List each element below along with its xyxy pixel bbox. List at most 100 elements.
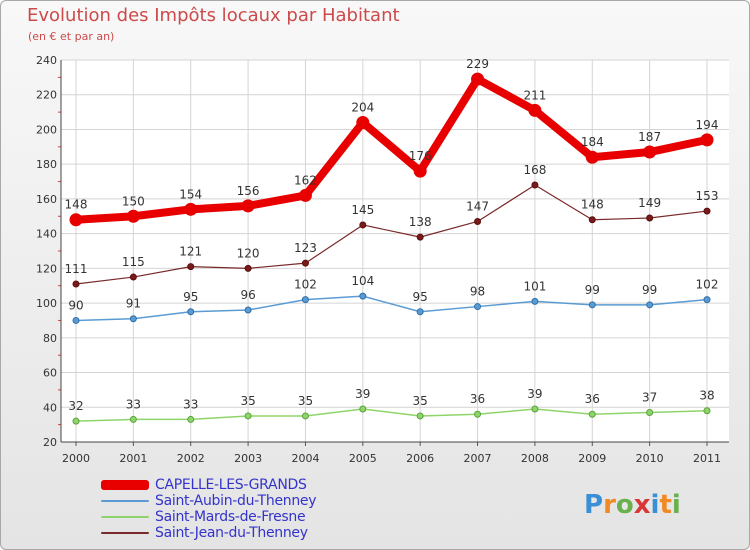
data-label: 102 [294,278,317,292]
series-line [75,295,708,322]
data-point [700,133,714,147]
legend-item: CAPELLE-LES-GRANDS [101,477,307,493]
data-label: 211 [523,88,546,102]
x-tick-label: 2011 [693,452,721,465]
data-point [356,116,370,130]
logo-letter: i [671,490,681,520]
data-label: 38 [699,389,714,403]
y-tick-label: 160 [36,193,57,206]
data-point [531,181,539,189]
series-line [75,184,708,285]
data-label: 138 [409,215,432,229]
data-label: 98 [470,285,485,299]
data-point [585,150,599,164]
legend-item: Saint-Jean-du-Thenney [101,525,308,541]
data-point [187,263,195,271]
proxiti-logo: Proxiti [584,490,681,520]
data-point [301,259,309,267]
x-tick-label: 2006 [406,452,434,465]
data-point [703,207,711,215]
data-point [129,315,137,323]
data-label: 154 [179,187,202,201]
y-tick-label: 180 [36,158,57,171]
data-label: 187 [638,130,661,144]
data-point [474,410,482,418]
y-tick-label: 60 [43,367,57,380]
chart-subtitle: (en € et par an) [28,30,115,43]
x-tick-label: 2003 [234,452,262,465]
data-point [531,405,539,413]
y-tick-label: 40 [43,401,57,414]
legend-label: Saint-Mards-de-Fresne [155,509,306,525]
data-label: 123 [294,241,317,255]
data-point [129,415,137,423]
data-label: 36 [585,392,600,406]
data-point [413,164,427,178]
x-tick-label: 2002 [177,452,205,465]
x-tick-label: 2008 [521,452,549,465]
y-tick-label: 220 [36,89,57,102]
data-label: 39 [527,387,542,401]
legend-swatch [101,532,149,534]
data-label: 204 [351,101,374,115]
data-label: 91 [126,297,141,311]
series-1: 90 91 95 96 102 104 95 98 101 99 99 102 [68,274,719,324]
data-point [588,301,596,309]
data-point [241,199,255,213]
data-label: 120 [237,246,260,260]
data-label: 33 [183,397,198,411]
data-point [416,308,424,316]
data-label: 35 [413,394,428,408]
data-point [588,410,596,418]
data-label: 99 [585,283,600,297]
data-label: 96 [240,288,255,302]
legend-label: Saint-Aubin-du-Thenney [155,493,317,509]
legend-label: CAPELLE-LES-GRANDS [155,477,307,493]
logo-letter: P [584,490,604,520]
data-label: 194 [696,118,719,132]
data-point [359,405,367,413]
data-label: 32 [68,399,83,413]
data-label: 95 [413,290,428,304]
gridlines [61,59,729,443]
series-2: 32 33 33 35 35 39 35 36 39 36 37 38 [68,387,715,425]
data-point [703,407,711,415]
data-label: 148 [581,198,604,212]
logo-letter: r [603,490,616,520]
data-label: 101 [523,279,546,293]
y-tick-label: 20 [43,436,57,449]
data-label: 104 [351,274,374,288]
chart-title: Evolution des Impôts locaux par Habitant [27,5,400,26]
data-label: 145 [351,203,374,217]
data-point [646,408,654,416]
data-label: 153 [696,189,719,203]
axes: 20 40 60 80 100 120 140 160 180 200 220 240 2000 2001… [36,54,729,465]
data-point [72,316,80,324]
data-label: 99 [642,283,657,297]
data-label: 115 [122,255,145,269]
data-point [474,217,482,225]
data-label: 168 [523,163,546,177]
data-label: 121 [179,245,202,259]
data-point [244,264,252,272]
legend-item: Saint-Mards-de-Fresne [101,509,306,525]
data-label: 102 [696,278,719,292]
data-point [187,308,195,316]
logo-letter: x [633,490,651,520]
data-label: 150 [122,194,145,208]
data-point [298,188,312,202]
y-tick-label: 240 [36,54,57,67]
series-line [75,408,708,422]
data-label: 35 [298,394,313,408]
legend-label: Saint-Jean-du-Thenney [155,525,308,541]
y-tick-label: 200 [36,123,57,136]
data-point [129,273,137,281]
legend-item: Saint-Aubin-du-Thenney [101,493,317,509]
y-tick-label: 80 [43,332,57,345]
data-point [416,412,424,420]
y-tick-label: 140 [36,228,57,241]
data-label: 184 [581,135,604,149]
series-3: 111 115 121 120 123 145 138 147 168 148 149 153 [65,163,719,288]
data-label: 95 [183,290,198,304]
data-point [646,301,654,309]
